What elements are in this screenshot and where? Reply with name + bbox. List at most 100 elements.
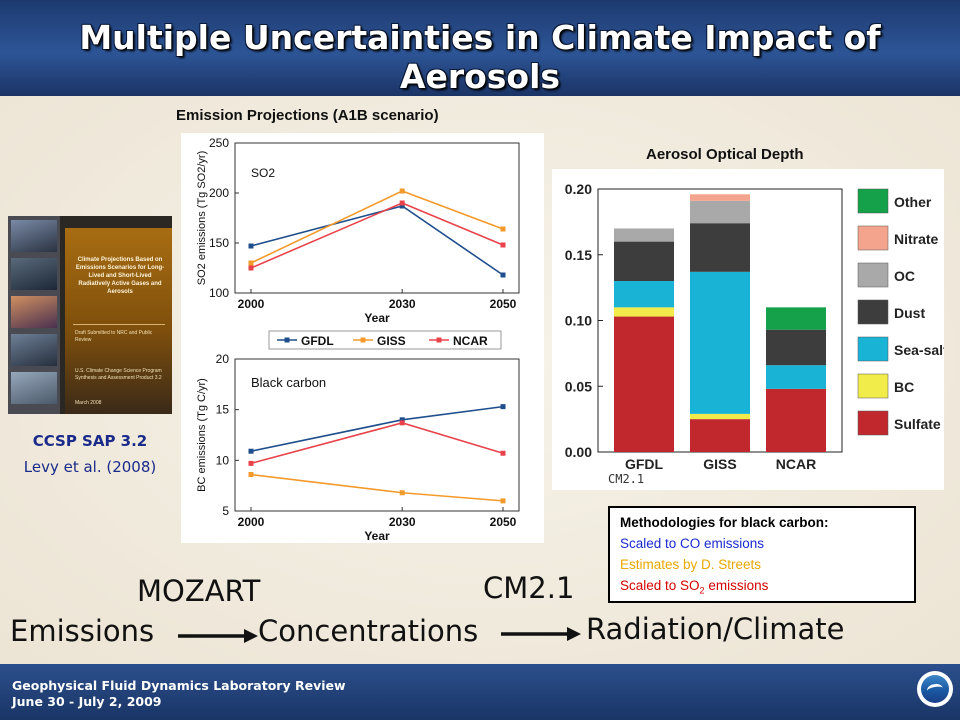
x-tick-label: 2000	[238, 297, 265, 311]
aod-chart-panel: 0.00 0.05 0.10 0.15 0.20 GFDL GISS NCAR Other Nit…	[552, 169, 948, 490]
book-subtitle-2: U.S. Climate Change Science Program Synt…	[75, 368, 162, 381]
slide-title: Multiple Uncertainties in Climate Impact…	[79, 18, 881, 96]
chart-legend: GFDL GISS NCAR	[268, 330, 502, 350]
aod-legend-swatch-bc	[857, 373, 889, 399]
aod-bar-sea-salt-giss	[690, 271, 750, 414]
aod-legend-label-sea-salt: Sea-salt	[894, 342, 944, 358]
book-subtitle-1: Draft Submitted to NRC and Public Review	[75, 330, 153, 343]
mozart-label: MOZART	[137, 574, 261, 608]
footer-line-1: Geophysical Fluid Dynamics Laboratory Re…	[12, 678, 346, 693]
aod-chart-svg: 0.00 0.05 0.10 0.15 0.20 GFDL GISS NCAR Other Nit…	[565, 181, 948, 472]
emission-charts-panel: 100 150 200 250 2000 2030 2050 Year SO2 emission…	[181, 133, 544, 543]
emission-charts-svg: 100 150 200 250 2000 2030 2050 Year SO2 emission…	[196, 136, 520, 543]
book-date: March 2008	[75, 400, 102, 406]
x-axis-label: Year	[364, 529, 390, 543]
legend-label-ncar: NCAR	[453, 334, 488, 348]
aod-y-tick-label: 0.10	[565, 313, 592, 329]
bc-panel-label: Black carbon	[251, 375, 326, 390]
legend-frame	[268, 330, 502, 350]
legend-marker-gfdl	[284, 337, 290, 343]
y-tick-label: 5	[222, 504, 229, 518]
aod-legend-swatch-oc	[857, 262, 889, 288]
y-axis-label: BC emissions (Tg C/yr)	[196, 378, 208, 492]
method-so2-sub: 2	[699, 585, 705, 596]
plot-frame	[234, 358, 520, 512]
method-so2: Scaled to SO2 emissions	[620, 575, 914, 602]
aod-legend-swatch-dust	[857, 299, 889, 325]
report-caption: CCSP SAP 3.2	[32, 432, 148, 450]
title-bar	[0, 0, 960, 96]
series-line-gfdl	[250, 205, 504, 276]
data-point-ncar	[399, 420, 405, 426]
methodologies-title: Methodologies for black carbon:	[620, 515, 829, 530]
aod-bar-other-ncar	[766, 307, 826, 330]
aod-legend-label-oc: OC	[894, 268, 915, 284]
data-point-gfdl	[399, 417, 405, 423]
data-point-giss	[500, 498, 506, 504]
concentrations-label: Concentrations	[258, 614, 479, 648]
radiation-climate-label: Radiation/Climate	[586, 612, 845, 646]
cover-panel: Climate Projections Based on Emissions S…	[65, 228, 172, 414]
y-tick-label: 15	[216, 403, 230, 417]
x-tick-label: 2030	[389, 515, 416, 529]
aod-x-tick-label: GFDL	[625, 456, 664, 472]
method-so2-prefix: Scaled to SO	[620, 578, 700, 593]
method-so2-suffix: emissions	[704, 578, 769, 593]
y-tick-label: 20	[216, 352, 230, 366]
aod-y-tick-label: 0.05	[565, 378, 592, 394]
aod-bar-nitrate-giss	[690, 194, 750, 201]
data-point-giss	[248, 260, 254, 266]
aod-bar-dust-gfdl	[614, 241, 674, 282]
aod-bar-sea-salt-ncar	[766, 365, 826, 389]
report-cover-image: Climate Projections Based on Emissions S…	[8, 216, 172, 414]
aod-legend-label-other: Other	[894, 194, 932, 210]
data-point-gfdl	[500, 404, 506, 410]
data-point-ncar	[248, 460, 254, 466]
so2-panel-label: SO2	[251, 166, 275, 180]
data-point-gfdl	[248, 448, 254, 454]
aod-y-tick-label: 0.15	[565, 247, 592, 263]
aod-bar-bc-gfdl	[614, 307, 674, 317]
methodologies-box: Methodologies for black carbon: Scaled t…	[608, 506, 916, 603]
y-tick-label: 150	[209, 236, 229, 250]
aod-bar-dust-ncar	[766, 329, 826, 366]
aod-bar-sulfate-ncar	[766, 388, 826, 452]
x-tick-label: 2050	[490, 297, 517, 311]
method-co: Scaled to CO emissions	[620, 536, 765, 551]
cm21-caption: CM2.1	[608, 472, 645, 486]
aod-legend-swatch-other	[857, 188, 889, 214]
aod-bar-bc-giss	[690, 413, 750, 420]
series-line-giss	[250, 473, 504, 502]
arrow-right-icon	[178, 629, 258, 643]
noaa-logo-inner	[921, 675, 949, 703]
data-point-giss	[500, 226, 506, 232]
noaa-bird-mark	[926, 682, 944, 697]
aod-bar-dust-giss	[690, 223, 750, 272]
data-point-giss	[399, 188, 405, 194]
legend-label-gfdl: GFDL	[301, 334, 334, 348]
y-axis-label: SO2 emissions (Tg SO2/yr)	[196, 151, 208, 285]
storm-photo	[11, 258, 57, 290]
aod-bar-sea-salt-gfdl	[614, 281, 674, 308]
aod-bar-oc-giss	[690, 200, 750, 224]
legend-marker-giss	[360, 337, 366, 343]
aod-y-tick-label: 0.20	[565, 181, 592, 197]
aod-legend-label-sulfate: Sulfate	[894, 416, 941, 432]
data-point-gfdl	[399, 203, 405, 209]
x-tick-label: 2000	[238, 515, 265, 529]
aod-bar-sulfate-gfdl	[614, 316, 674, 452]
footer-text: Geophysical Fluid Dynamics Laboratory Re…	[12, 678, 346, 710]
aod-heading: Aerosol Optical Depth	[646, 146, 804, 163]
cm21-flow-label: CM2.1	[483, 571, 575, 605]
aod-bar-sulfate-giss	[690, 419, 750, 452]
y-tick-label: 10	[216, 453, 230, 467]
data-point-giss	[248, 472, 254, 478]
plot-frame	[234, 142, 520, 294]
city-photo	[11, 334, 57, 366]
y-tick-label: 200	[209, 186, 229, 200]
data-point-gfdl	[500, 272, 506, 278]
aod-legend-label-bc: BC	[894, 379, 914, 395]
sunset-photo	[11, 296, 57, 328]
data-point-ncar	[500, 450, 506, 456]
data-point-giss	[399, 490, 405, 496]
